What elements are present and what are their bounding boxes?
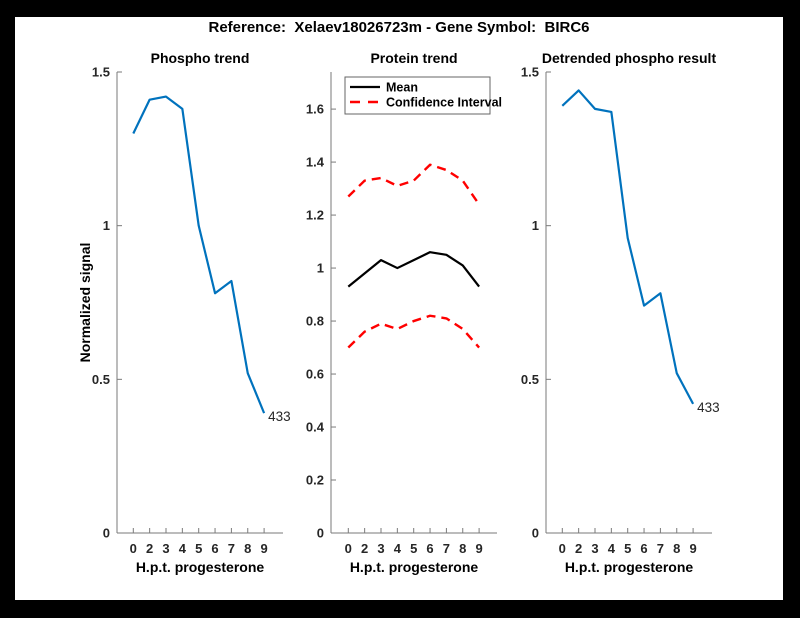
y-tick-label: 1.2 — [306, 208, 324, 223]
x-tick-label: 4 — [179, 541, 187, 556]
x-tick-label: 3 — [162, 541, 169, 556]
x-tick-label: 6 — [640, 541, 647, 556]
figure-title: Reference: Xelaev18026723m - Gene Symbol… — [208, 19, 590, 36]
y-tick-label: 0.6 — [306, 367, 324, 382]
y-axis-label: Normalized signal — [77, 243, 93, 363]
x-tick-label: 9 — [475, 541, 482, 556]
x-tick-label: 9 — [689, 541, 696, 556]
x-tick-label: 6 — [426, 541, 433, 556]
y-tick-label: 1 — [317, 261, 324, 276]
y-tick-label: 0.4 — [306, 420, 325, 435]
x-axis-label: H.p.t. progesterone — [136, 559, 265, 575]
x-tick-label: 3 — [377, 541, 384, 556]
y-tick-label: 0.8 — [306, 314, 324, 329]
x-tick-label: 5 — [624, 541, 631, 556]
x-tick-label: 9 — [260, 541, 267, 556]
plot-title: Protein trend — [370, 50, 457, 66]
plot-title: Detrended phospho result — [542, 50, 717, 66]
y-tick-label: 1.5 — [92, 65, 110, 80]
y-tick-label: 1 — [103, 218, 110, 233]
series-ci-upper — [347, 163, 481, 206]
series-detrended-phospho — [561, 89, 695, 405]
y-tick-label: 0 — [532, 526, 539, 541]
series-mean — [347, 251, 480, 288]
x-tick-label: 2 — [361, 541, 368, 556]
series-phospho-signal — [132, 95, 266, 414]
series-ci-lower — [347, 314, 481, 349]
plot-title: Phospho trend — [151, 50, 250, 66]
y-tick-label: 0 — [317, 526, 324, 541]
x-tick-label: 7 — [657, 541, 664, 556]
end-point-label: 433 — [268, 409, 291, 424]
y-tick-label: 0.5 — [521, 372, 539, 387]
x-tick-label: 4 — [394, 541, 402, 556]
x-tick-label: 4 — [608, 541, 616, 556]
subplot-2: 0 2 3 4 5 6 7 8 900.20.40.60.811.21.41.6Protein … — [306, 50, 502, 575]
x-tick-label: 8 — [244, 541, 251, 556]
x-tick-label: 5 — [410, 541, 417, 556]
x-tick-label: 0 — [559, 541, 566, 556]
y-tick-label: 0 — [103, 526, 110, 541]
x-tick-label: 7 — [228, 541, 235, 556]
y-tick-label: 0.5 — [92, 372, 110, 387]
x-tick-label: 5 — [195, 541, 202, 556]
legend-entry-label: Confidence Interval — [386, 96, 502, 110]
end-point-label: 433 — [697, 400, 720, 415]
x-tick-label: 2 — [575, 541, 582, 556]
y-tick-label: 1.4 — [306, 155, 325, 170]
legend-box — [344, 76, 491, 115]
x-tick-label: 8 — [673, 541, 680, 556]
x-tick-label: 8 — [459, 541, 466, 556]
x-axis-label: H.p.t. progesterone — [565, 559, 694, 575]
y-tick-label: 0.2 — [306, 473, 324, 488]
x-tick-label: 6 — [211, 541, 218, 556]
figure-background: Reference: Xelaev18026723m - Gene Symbol… — [15, 17, 783, 600]
x-tick-label: 0 — [345, 541, 352, 556]
x-tick-label: 3 — [591, 541, 598, 556]
x-tick-label: 2 — [146, 541, 153, 556]
x-axis-label: H.p.t. progesterone — [350, 559, 479, 575]
y-tick-label: 1.6 — [306, 102, 324, 117]
x-tick-label: 7 — [443, 541, 450, 556]
x-tick-label: 0 — [130, 541, 137, 556]
legend-entry-label: Mean — [386, 81, 418, 95]
y-tick-label: 1.5 — [521, 65, 539, 80]
y-tick-label: 1 — [532, 218, 539, 233]
